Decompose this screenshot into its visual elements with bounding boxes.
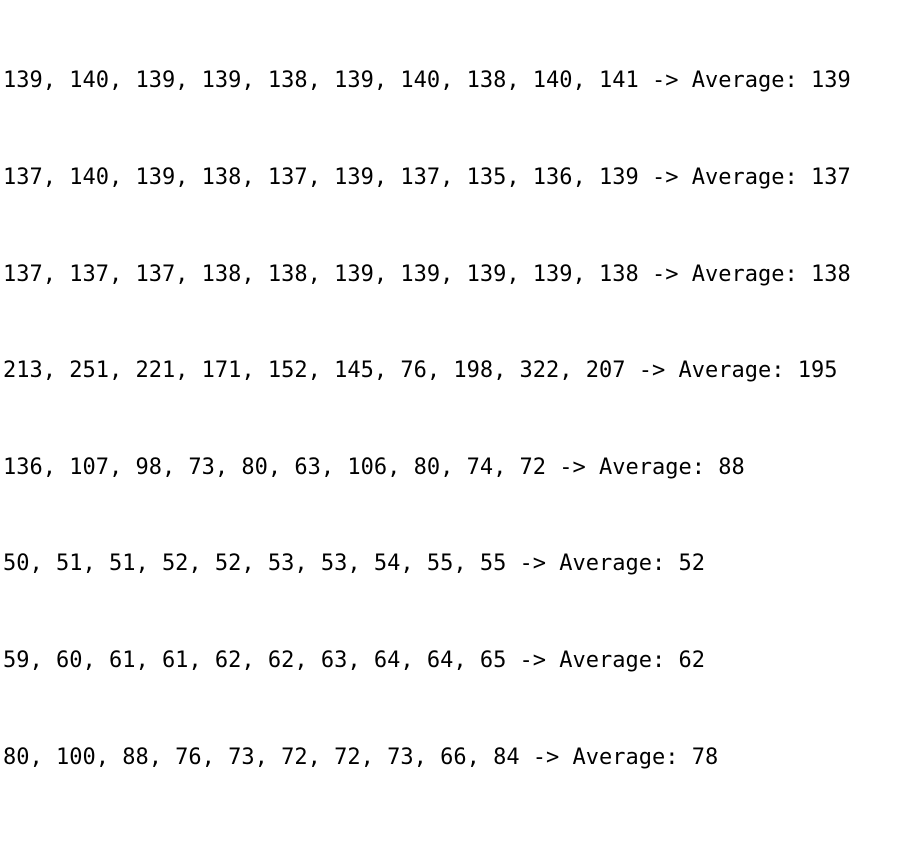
output-line: 59, 60, 61, 61, 62, 62, 63, 64, 64, 65 -… xyxy=(3,647,705,673)
output-line: 75, 68, 101, 91, 84, 82, 81, 85, 85, 107… xyxy=(3,838,915,842)
output-line: 213, 251, 221, 171, 152, 145, 76, 198, 3… xyxy=(3,358,838,384)
output-line: 80, 100, 88, 76, 73, 72, 72, 73, 66, 84 … xyxy=(3,744,719,770)
output-line: 137, 137, 137, 138, 138, 139, 139, 139, … xyxy=(3,261,851,287)
output-line: 139, 140, 139, 139, 138, 139, 140, 138, … xyxy=(3,68,851,94)
console-output: 139, 140, 139, 139, 138, 139, 140, 138, … xyxy=(3,1,915,842)
output-line: 137, 140, 139, 138, 137, 139, 137, 135, … xyxy=(3,165,851,190)
output-line: 50, 51, 51, 52, 52, 53, 53, 54, 55, 55 -… xyxy=(3,551,705,577)
output-line: 136, 107, 98, 73, 80, 63, 106, 80, 74, 7… xyxy=(3,454,745,480)
